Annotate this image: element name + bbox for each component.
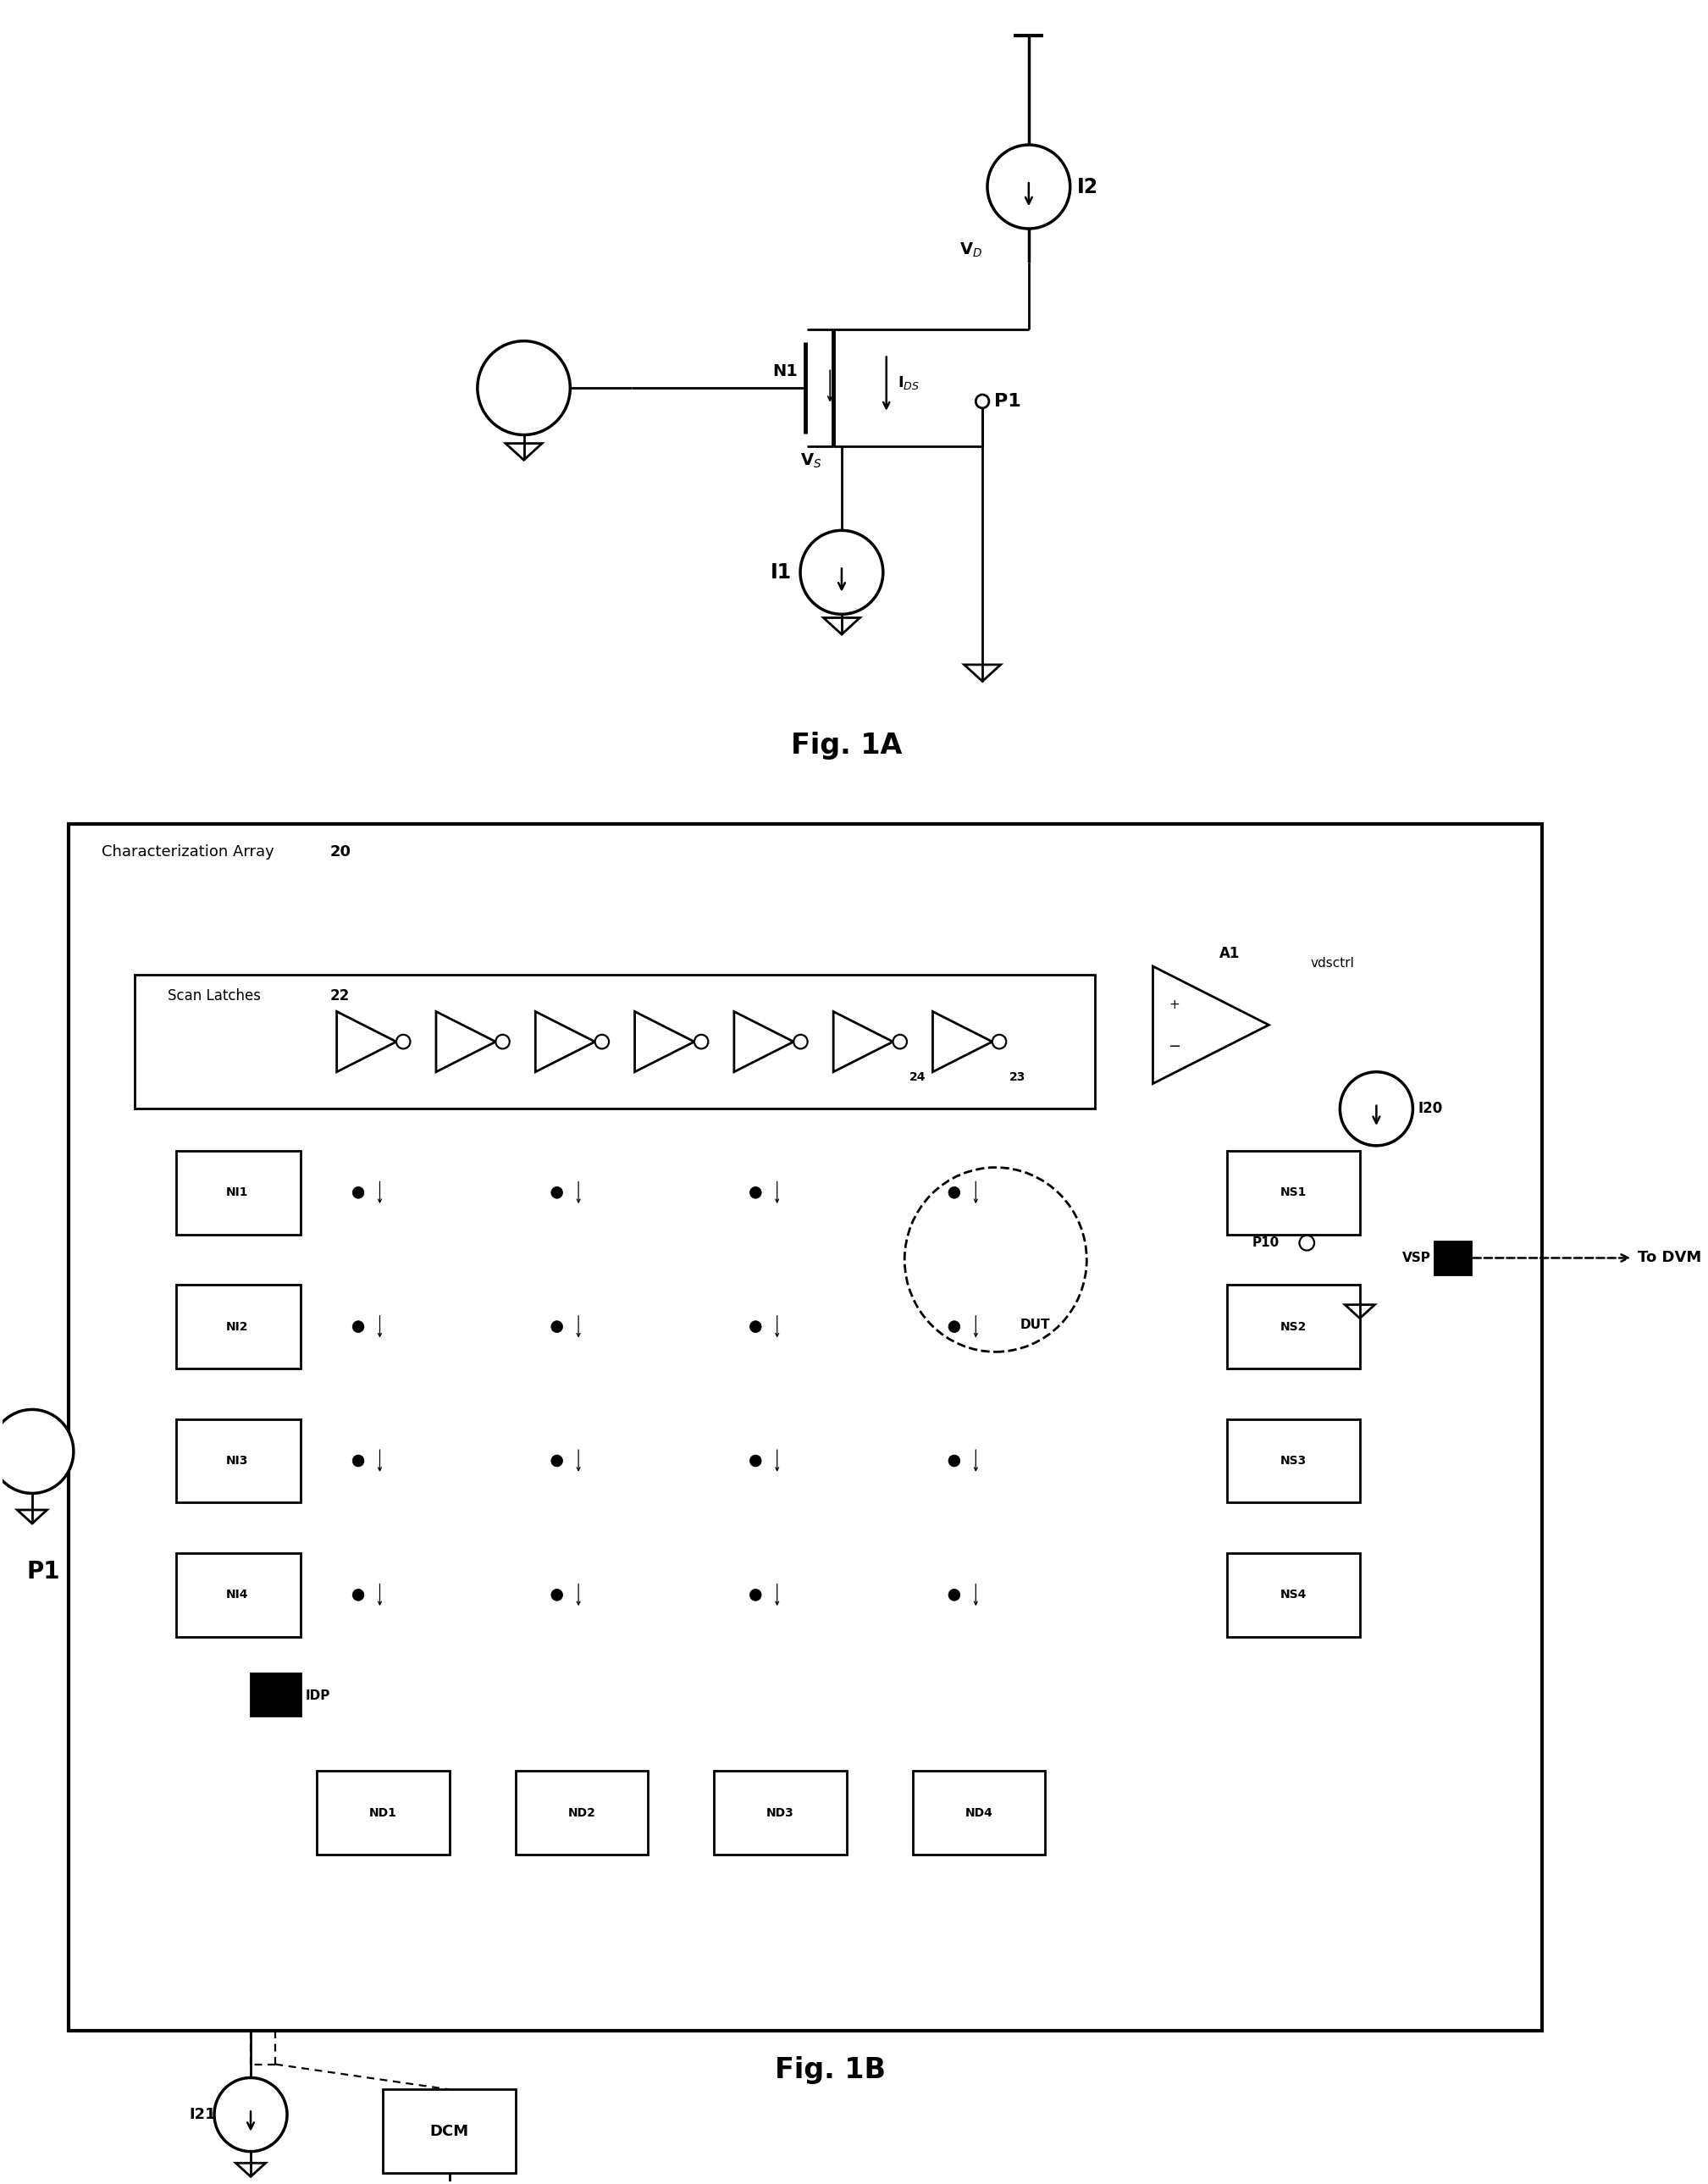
Text: 20: 20 <box>330 843 352 858</box>
Text: To DVM: To DVM <box>1638 1251 1701 1265</box>
Circle shape <box>992 1035 1006 1048</box>
Text: ND1: ND1 <box>369 1806 396 1819</box>
Circle shape <box>495 1035 509 1048</box>
Circle shape <box>1300 1236 1313 1251</box>
Text: VGP: VGP <box>239 1446 270 1457</box>
Text: NS4: NS4 <box>1281 1590 1307 1601</box>
Circle shape <box>352 1590 364 1601</box>
Bar <box>176 1284 301 1369</box>
Circle shape <box>948 1455 960 1468</box>
Text: P10: P10 <box>1252 1236 1279 1249</box>
Bar <box>176 1151 301 1234</box>
Circle shape <box>794 1035 808 1048</box>
Text: ND2: ND2 <box>567 1806 596 1819</box>
Circle shape <box>1341 1072 1413 1147</box>
Circle shape <box>948 1186 960 1199</box>
Circle shape <box>214 2077 287 2151</box>
Circle shape <box>750 1321 762 1332</box>
Circle shape <box>987 144 1071 229</box>
Text: 22: 22 <box>330 987 350 1002</box>
Text: +: + <box>1168 998 1180 1011</box>
Circle shape <box>801 531 883 614</box>
Bar <box>135 974 1095 1109</box>
Text: ND4: ND4 <box>965 1806 992 1819</box>
Bar <box>516 1771 647 1854</box>
Bar <box>912 1771 1045 1854</box>
Circle shape <box>478 341 570 435</box>
Text: vdsctrl: vdsctrl <box>1310 957 1354 970</box>
Text: NI4: NI4 <box>225 1590 249 1601</box>
Text: NS2: NS2 <box>1281 1321 1307 1332</box>
Circle shape <box>975 395 989 408</box>
Bar <box>176 1553 301 1636</box>
Text: DUT: DUT <box>1020 1319 1050 1330</box>
Circle shape <box>552 1455 562 1468</box>
Text: N1: N1 <box>772 363 798 380</box>
Circle shape <box>552 1321 562 1332</box>
Bar <box>202 1435 234 1468</box>
Circle shape <box>594 1035 610 1048</box>
Text: P1: P1 <box>27 1559 60 1583</box>
Text: P1: P1 <box>994 393 1021 411</box>
Bar <box>176 1420 301 1503</box>
Bar <box>68 823 1542 2031</box>
Circle shape <box>0 1409 73 1494</box>
Text: V$_S$: V$_S$ <box>801 452 822 470</box>
Circle shape <box>352 1321 364 1332</box>
Text: I2: I2 <box>1076 177 1098 197</box>
Circle shape <box>948 1590 960 1601</box>
Text: V$_D$: V$_D$ <box>960 240 982 260</box>
Circle shape <box>552 1186 562 1199</box>
Text: NS1: NS1 <box>1281 1186 1307 1199</box>
Text: NI2: NI2 <box>225 1321 249 1332</box>
Text: NI3: NI3 <box>225 1455 249 1468</box>
Bar <box>1228 1553 1360 1636</box>
Circle shape <box>750 1455 762 1468</box>
Circle shape <box>352 1455 364 1468</box>
Bar <box>383 2090 516 2173</box>
Circle shape <box>893 1035 907 1048</box>
Text: Fig. 1A: Fig. 1A <box>791 732 902 760</box>
Bar <box>251 1673 301 1717</box>
Circle shape <box>552 1590 562 1601</box>
Bar <box>318 1771 449 1854</box>
Text: DCM: DCM <box>430 2123 470 2138</box>
Bar <box>714 1771 847 1854</box>
Text: I20: I20 <box>1418 1101 1443 1116</box>
Text: I1: I1 <box>770 561 793 583</box>
Text: 23: 23 <box>1009 1070 1025 1083</box>
Text: V$_G$: V$_G$ <box>512 380 535 395</box>
Text: A1: A1 <box>1220 946 1240 961</box>
Circle shape <box>948 1321 960 1332</box>
Text: Characterization Array: Characterization Array <box>102 843 278 858</box>
Circle shape <box>750 1186 762 1199</box>
Text: 24: 24 <box>910 1070 926 1083</box>
Text: I$_{DS}$: I$_{DS}$ <box>898 373 921 391</box>
Bar <box>1435 1241 1471 1275</box>
Circle shape <box>352 1186 364 1199</box>
Text: ND3: ND3 <box>767 1806 794 1819</box>
Text: Scan Latches: Scan Latches <box>167 987 265 1002</box>
Circle shape <box>695 1035 709 1048</box>
Text: VSP: VSP <box>1402 1251 1431 1265</box>
Bar <box>1228 1284 1360 1369</box>
Text: NS3: NS3 <box>1281 1455 1307 1468</box>
Text: I21: I21 <box>190 2108 217 2123</box>
Bar <box>1228 1420 1360 1503</box>
Text: IDP: IDP <box>306 1688 330 1701</box>
Text: −: − <box>1168 1040 1180 1055</box>
Text: Fig. 1B: Fig. 1B <box>775 2055 885 2084</box>
Circle shape <box>750 1590 762 1601</box>
Bar <box>1228 1151 1360 1234</box>
Circle shape <box>396 1035 410 1048</box>
Text: V$_G$: V$_G$ <box>22 1444 43 1459</box>
Text: NI1: NI1 <box>225 1186 249 1199</box>
